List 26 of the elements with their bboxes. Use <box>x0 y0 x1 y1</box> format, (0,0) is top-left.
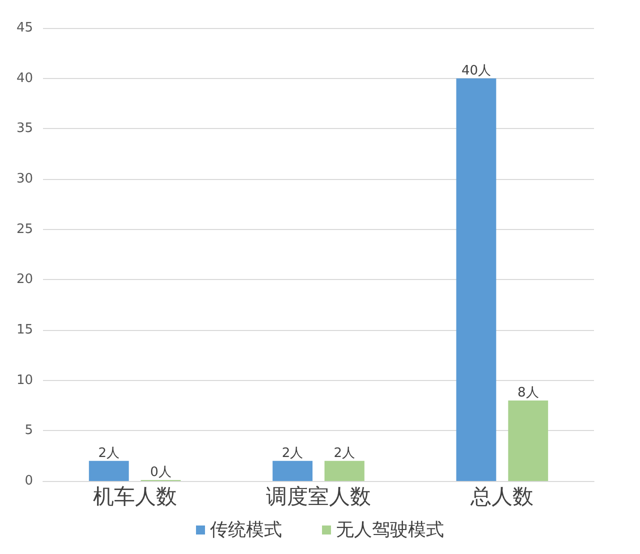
data-label: 2人 <box>282 446 304 461</box>
data-label: 8人 <box>517 385 539 400</box>
y-tick-label: 5 <box>24 423 33 438</box>
y-tick-label: 40 <box>16 70 33 86</box>
legend-label: 传统模式 <box>210 520 282 540</box>
y-tick-label: 0 <box>24 474 33 488</box>
bar <box>456 78 496 481</box>
x-tick-label: 机车人数 <box>92 484 177 508</box>
x-tick-label: 总人数 <box>470 484 534 508</box>
y-tick-label: 15 <box>16 322 33 338</box>
y-tick-label: 10 <box>16 372 33 388</box>
y-tick-label: 20 <box>16 272 33 288</box>
y-tick-label: 25 <box>16 222 33 237</box>
x-tick-label: 调度室人数 <box>266 484 371 508</box>
y-tick-label: 30 <box>16 172 33 186</box>
data-label: 2人 <box>98 446 120 461</box>
data-label: 40人 <box>461 63 491 78</box>
y-tick-label: 35 <box>16 121 33 136</box>
y-tick-label: 45 <box>16 20 33 36</box>
bar <box>508 400 548 481</box>
bar <box>272 460 313 481</box>
data-label: 2人 <box>334 446 356 461</box>
legend-label: 无人驾驶模式 <box>336 520 444 540</box>
bar <box>324 460 364 481</box>
bar <box>88 460 129 481</box>
data-label: 0人 <box>150 465 172 480</box>
